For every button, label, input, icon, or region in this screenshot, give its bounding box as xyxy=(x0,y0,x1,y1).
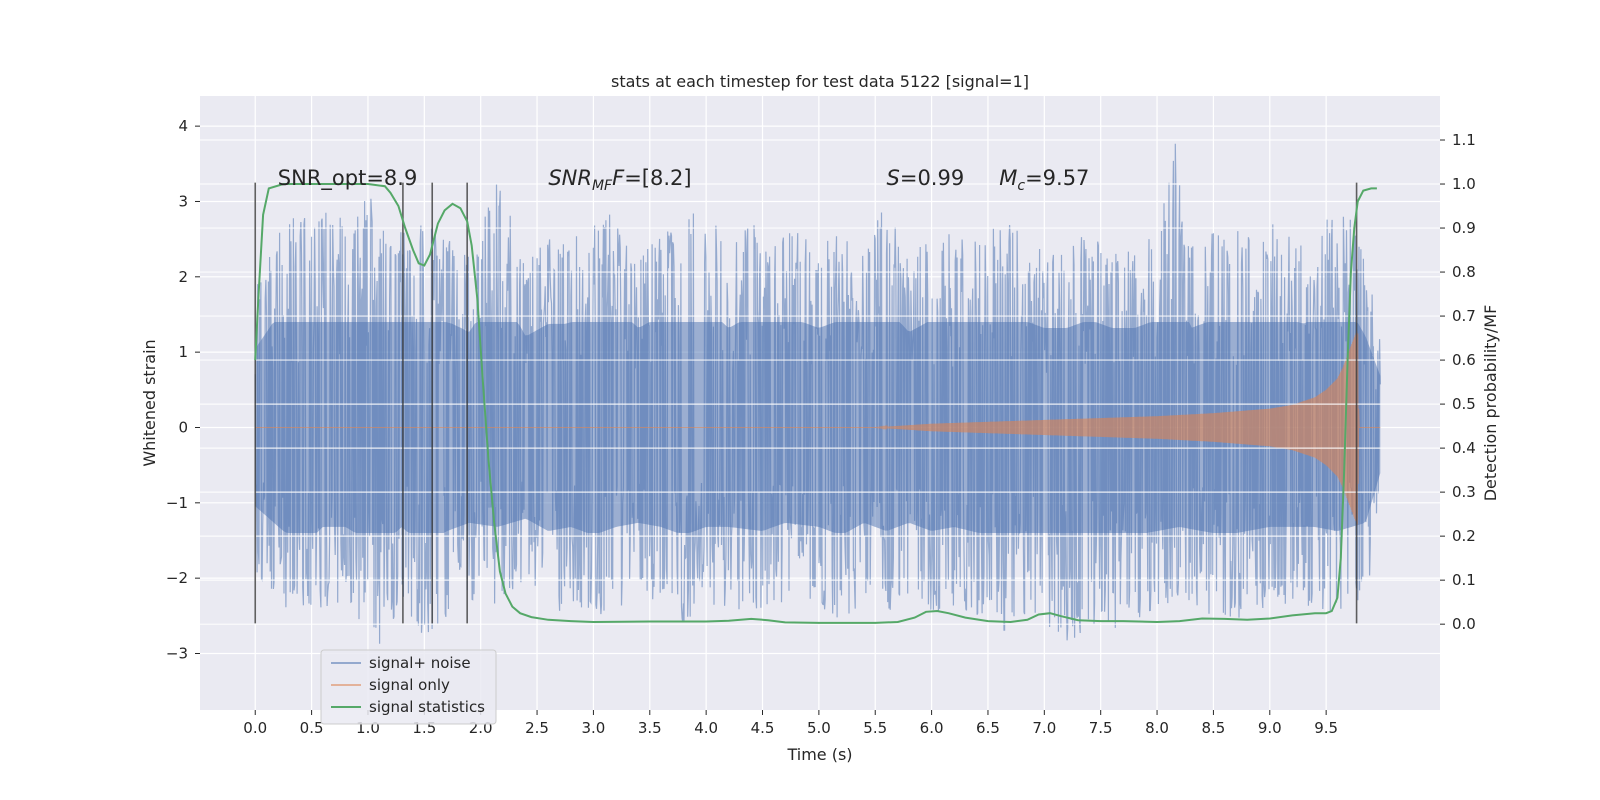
annotation-s-value: S=0.99 xyxy=(887,166,965,190)
y2-tick-label: 0.2 xyxy=(1452,527,1476,545)
annotation-snr-opt: SNR_opt=8.9 xyxy=(278,166,418,191)
annotations: SNR_opt=8.9 SNRMFF=[8.2] S=0.99 Mc=9.57 xyxy=(278,166,1090,194)
signal-statistics-layer xyxy=(254,183,1377,624)
y-tick-label: −3 xyxy=(166,644,188,662)
y2-tick-label: 0.3 xyxy=(1452,483,1476,501)
x-tick-label: 3.5 xyxy=(638,719,662,737)
x-tick-label: 0.5 xyxy=(300,719,324,737)
legend-label-signal-only: signal only xyxy=(369,676,450,694)
y-tick-label: 2 xyxy=(178,268,188,286)
signal-only-layer xyxy=(255,331,1381,525)
y2-tick-label: 0.5 xyxy=(1452,395,1476,413)
vertical-markers xyxy=(254,182,1358,624)
y2-axis-label: Detection probability/MF xyxy=(1481,305,1500,502)
x-tick-label: 5.0 xyxy=(807,719,831,737)
y2-tick-label: 0.4 xyxy=(1452,439,1476,457)
y2-tick-label: 0.7 xyxy=(1452,307,1476,325)
y2-tick-label: 0.1 xyxy=(1452,571,1476,589)
y2-tick-label: 0.8 xyxy=(1452,263,1476,281)
y2-ticks: 0.0 0.1 0.2 0.3 0.4 0.5 0.6 0.7 0.8 0.9 1.0 1.1 xyxy=(1440,131,1476,633)
y-ticks: −3 −2 −1 0 1 2 3 4 xyxy=(166,117,200,662)
x-tick-label: 9.0 xyxy=(1258,719,1282,737)
y2-tick-label: 0.0 xyxy=(1452,615,1476,633)
x-tick-label: 8.0 xyxy=(1145,719,1169,737)
grid-y2 xyxy=(200,139,1440,625)
y2-tick-label: 0.6 xyxy=(1452,351,1476,369)
x-tick-label: 6.5 xyxy=(976,719,1000,737)
y2-tick-label: 1.0 xyxy=(1452,175,1476,193)
legend: signal+ noise signal only signal statist… xyxy=(320,649,497,725)
legend-label-signal-noise: signal+ noise xyxy=(369,654,471,672)
series-signal-statistics xyxy=(254,183,1377,624)
x-tick-label: 7.0 xyxy=(1032,719,1056,737)
x-tick-label: 0.0 xyxy=(243,719,267,737)
x-tick-label: 3.0 xyxy=(581,719,605,737)
x-tick-label: 7.5 xyxy=(1089,719,1113,737)
y2-tick-label: 0.9 xyxy=(1452,219,1476,237)
series-signal-only xyxy=(255,331,1381,525)
x-tick-label: 5.5 xyxy=(863,719,887,737)
legend-box xyxy=(320,649,497,725)
y-tick-label: 0 xyxy=(178,418,188,436)
y-tick-label: −2 xyxy=(166,569,188,587)
x-tick-label: 2.5 xyxy=(525,719,549,737)
y-tick-label: 3 xyxy=(178,192,188,210)
x-tick-label: 4.0 xyxy=(694,719,718,737)
annotation-snr-mf: SNRMFF=[8.2] xyxy=(548,166,691,194)
y2-tick-label: 1.1 xyxy=(1452,131,1476,149)
x-axis-label: Time (s) xyxy=(786,745,852,764)
legend-label-signal-statistics: signal statistics xyxy=(369,698,485,716)
y-tick-label: −1 xyxy=(166,494,188,512)
x-ticks: 0.0 0.5 1.0 1.5 2.0 2.5 3.0 3.5 4.0 4.5 5.0 5.5 6.0 6… xyxy=(243,710,1338,737)
y-axis-label: Whitened strain xyxy=(140,339,159,466)
x-tick-label: 9.5 xyxy=(1314,719,1338,737)
x-tick-label: 4.5 xyxy=(751,719,775,737)
y-tick-label: 4 xyxy=(178,117,188,135)
y-tick-label: 1 xyxy=(178,343,188,361)
x-tick-label: 6.0 xyxy=(920,719,944,737)
x-tick-label: 8.5 xyxy=(1201,719,1225,737)
chart-title: stats at each timestep for test data 512… xyxy=(611,72,1029,91)
annotation-mc-value: Mc=9.57 xyxy=(999,166,1089,194)
